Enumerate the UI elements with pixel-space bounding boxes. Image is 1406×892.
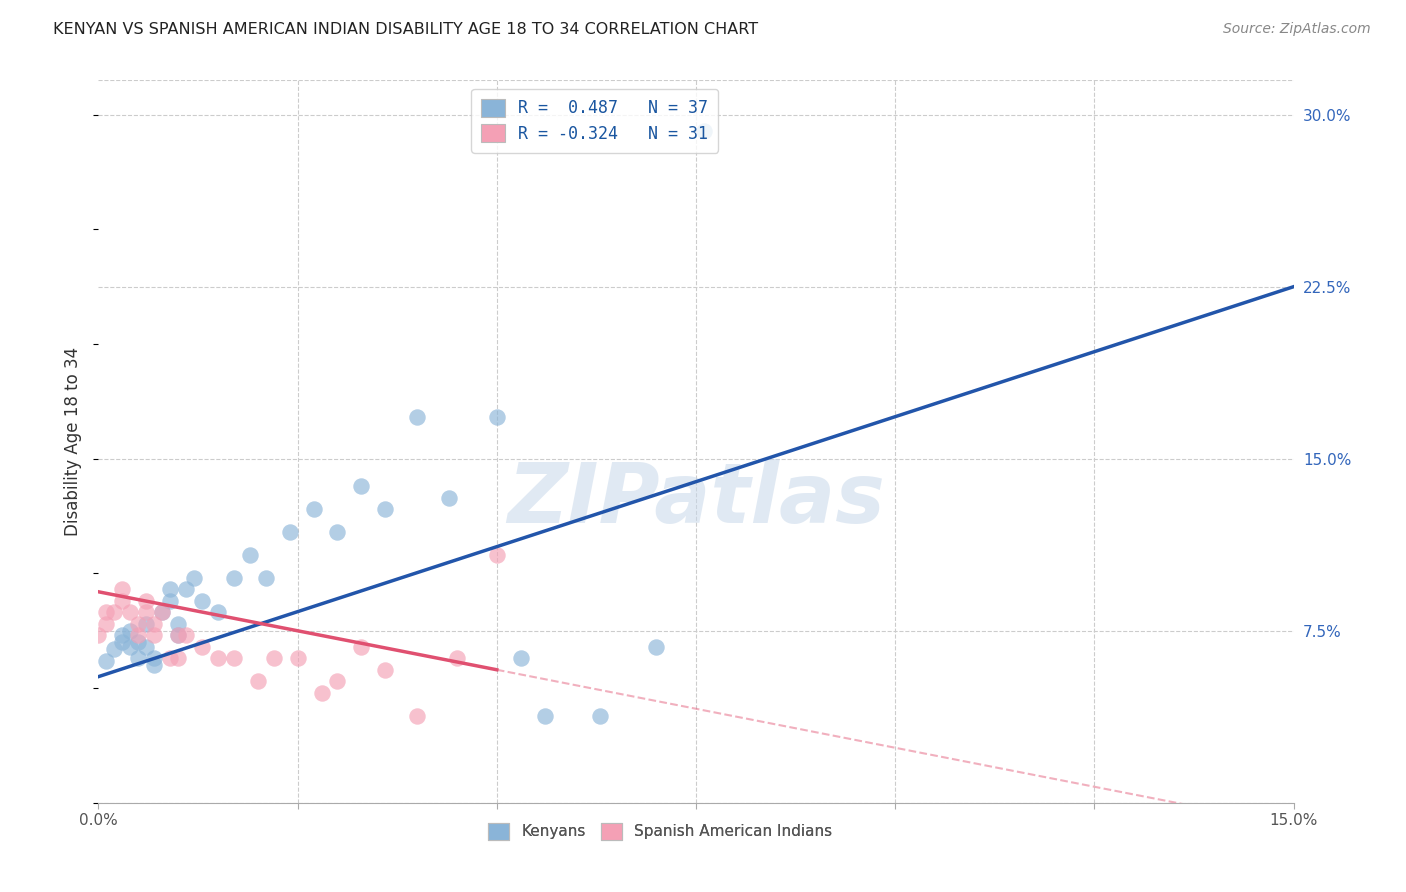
Point	[167, 651, 190, 665]
Y-axis label: Disability Age 18 to 34: Disability Age 18 to 34	[65, 347, 83, 536]
Point	[103, 642, 125, 657]
Point	[693, 124, 716, 138]
Point	[311, 686, 333, 700]
Point	[111, 582, 134, 597]
Point	[143, 658, 166, 673]
Point	[96, 654, 118, 668]
Point	[143, 628, 166, 642]
Point	[222, 651, 245, 665]
Point	[485, 548, 508, 562]
Point	[174, 628, 197, 642]
Point	[103, 606, 125, 620]
Point	[167, 628, 190, 642]
Point	[150, 606, 173, 620]
Point	[96, 606, 118, 620]
Point	[127, 651, 149, 665]
Text: ZIPatlas: ZIPatlas	[508, 458, 884, 540]
Point	[406, 708, 429, 723]
Point	[159, 594, 181, 608]
Point	[150, 606, 173, 620]
Point	[437, 491, 460, 505]
Text: Source: ZipAtlas.com: Source: ZipAtlas.com	[1223, 22, 1371, 37]
Point	[246, 674, 269, 689]
Point	[111, 594, 134, 608]
Point	[183, 571, 205, 585]
Point	[167, 628, 190, 642]
Point	[127, 628, 149, 642]
Point	[374, 502, 396, 516]
Point	[239, 548, 262, 562]
Point	[254, 571, 277, 585]
Point	[406, 410, 429, 425]
Point	[120, 606, 142, 620]
Point	[326, 674, 349, 689]
Legend: Kenyans, Spanish American Indians: Kenyans, Spanish American Indians	[481, 817, 839, 846]
Point	[127, 616, 149, 631]
Point	[120, 640, 142, 654]
Point	[135, 616, 157, 631]
Point	[263, 651, 285, 665]
Point	[174, 582, 197, 597]
Point	[96, 616, 118, 631]
Point	[87, 628, 110, 642]
Point	[350, 640, 373, 654]
Point	[302, 502, 325, 516]
Point	[159, 651, 181, 665]
Point	[120, 624, 142, 638]
Point	[374, 663, 396, 677]
Point	[589, 708, 612, 723]
Point	[135, 640, 157, 654]
Point	[278, 525, 301, 540]
Point	[326, 525, 349, 540]
Point	[222, 571, 245, 585]
Text: KENYAN VS SPANISH AMERICAN INDIAN DISABILITY AGE 18 TO 34 CORRELATION CHART: KENYAN VS SPANISH AMERICAN INDIAN DISABI…	[53, 22, 759, 37]
Point	[127, 635, 149, 649]
Point	[135, 594, 157, 608]
Point	[287, 651, 309, 665]
Point	[485, 410, 508, 425]
Point	[207, 651, 229, 665]
Point	[207, 606, 229, 620]
Point	[143, 616, 166, 631]
Point	[191, 594, 214, 608]
Point	[167, 616, 190, 631]
Point	[143, 651, 166, 665]
Point	[446, 651, 468, 665]
Point	[350, 479, 373, 493]
Point	[509, 651, 531, 665]
Point	[135, 606, 157, 620]
Point	[159, 582, 181, 597]
Point	[111, 635, 134, 649]
Point	[191, 640, 214, 654]
Point	[645, 640, 668, 654]
Point	[533, 708, 555, 723]
Point	[111, 628, 134, 642]
